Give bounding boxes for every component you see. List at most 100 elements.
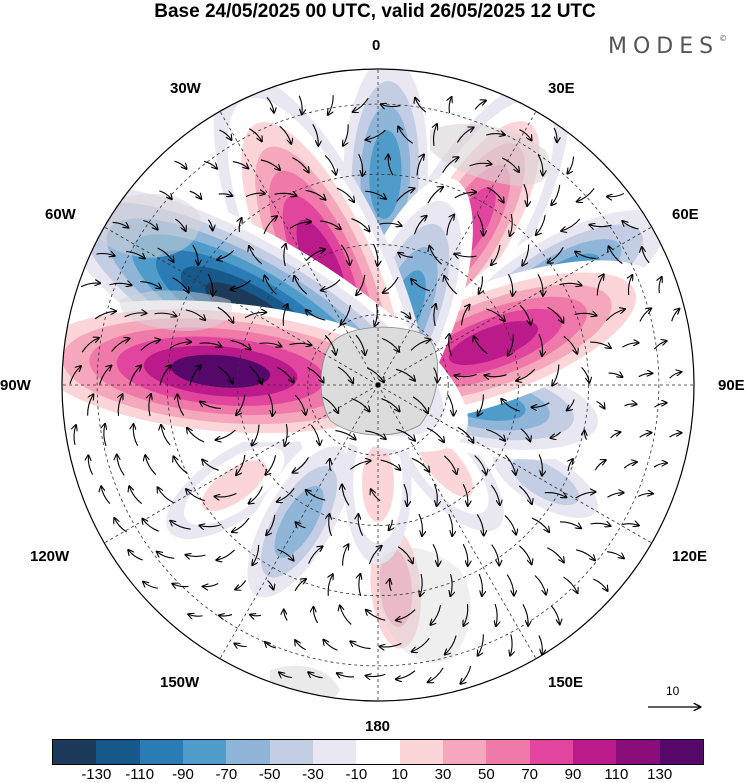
wind-arrow bbox=[460, 666, 472, 684]
wind-arrow bbox=[381, 104, 401, 106]
wind-arrow bbox=[478, 634, 484, 655]
wind-arrow bbox=[375, 303, 378, 326]
wind-arrow bbox=[510, 634, 512, 655]
wind-arrow bbox=[457, 426, 474, 442]
wind-arrow bbox=[389, 579, 391, 592]
wind-arrow bbox=[455, 254, 477, 257]
wind-arrow bbox=[215, 492, 237, 496]
lon-label-30e: 30E bbox=[548, 80, 575, 97]
wind-arrow bbox=[596, 274, 603, 296]
wind-arrow bbox=[249, 128, 261, 142]
wind-arrow bbox=[538, 333, 543, 356]
wind-arrow bbox=[306, 310, 326, 321]
wind-arrow bbox=[523, 183, 528, 206]
wind-arrow bbox=[412, 638, 430, 651]
wind-arrow bbox=[590, 341, 611, 348]
colorbar-swatch bbox=[442, 740, 487, 764]
meridian-line bbox=[104, 384, 379, 544]
colorbar-tick-label: 130 bbox=[647, 766, 673, 783]
wind-arrow bbox=[594, 460, 605, 471]
brand-name: MODES bbox=[608, 34, 720, 59]
wind-arrow bbox=[411, 457, 429, 471]
wind-arrow bbox=[639, 308, 651, 322]
wind-arrow bbox=[143, 582, 158, 589]
colorbar-swatch bbox=[529, 740, 573, 764]
wind-arrow bbox=[81, 338, 99, 353]
wind-arrow bbox=[157, 247, 174, 262]
wind-arrow bbox=[324, 640, 338, 651]
wind-arrow bbox=[576, 549, 595, 560]
wind-arrow bbox=[359, 574, 361, 597]
wind-arrow bbox=[99, 366, 112, 385]
wind-arrow bbox=[340, 244, 350, 265]
wind-arrow bbox=[400, 311, 411, 319]
wind-arrow bbox=[245, 193, 265, 197]
wind-arrow bbox=[454, 192, 476, 199]
wind-arrow bbox=[446, 215, 454, 236]
wind-arrow bbox=[80, 283, 100, 288]
wind-arrow bbox=[235, 580, 247, 589]
wind-arrow bbox=[430, 605, 442, 625]
wind-arrow bbox=[172, 277, 188, 293]
lon-label-60w: 60W bbox=[45, 206, 76, 223]
wind-arrow bbox=[329, 459, 331, 472]
wind-arrow bbox=[203, 160, 217, 168]
wind-arrow bbox=[538, 635, 542, 655]
wind-arrow bbox=[312, 124, 318, 145]
wind-arrow bbox=[504, 454, 515, 474]
wind-arrow bbox=[669, 372, 682, 379]
wind-arrow bbox=[274, 193, 297, 195]
wind-arrow bbox=[383, 276, 399, 293]
wind-arrow bbox=[550, 431, 561, 438]
wind-arrow bbox=[365, 190, 386, 199]
wind-arrow bbox=[343, 124, 349, 145]
wind-arrow bbox=[111, 339, 130, 352]
wind-arrow bbox=[381, 337, 399, 351]
wind-arrow bbox=[199, 343, 222, 347]
wind-arrow bbox=[250, 615, 261, 616]
wind-arrow bbox=[320, 220, 340, 229]
wind-arrow bbox=[306, 490, 326, 501]
wind-arrow bbox=[294, 579, 306, 592]
wind-arrow bbox=[415, 98, 427, 113]
wind-arrow bbox=[232, 161, 248, 169]
wind-arrow bbox=[298, 95, 302, 115]
wind-arrow bbox=[328, 574, 333, 596]
wind-arrow bbox=[353, 97, 369, 112]
meridian-line bbox=[377, 384, 652, 544]
wind-arrow bbox=[366, 610, 386, 621]
wind-arrow bbox=[170, 521, 191, 530]
wind-arrow bbox=[265, 642, 277, 649]
wind-arrow bbox=[412, 396, 428, 413]
wind-arrow bbox=[313, 607, 319, 624]
meridian-line bbox=[377, 226, 652, 386]
wind-arrow bbox=[622, 343, 638, 348]
wind-arrow bbox=[389, 519, 393, 530]
colorbar-tick-label: -90 bbox=[172, 766, 194, 783]
wind-arrow bbox=[355, 334, 365, 355]
map-boundary bbox=[61, 68, 695, 702]
wind-arrow bbox=[157, 552, 175, 559]
wind-arrow bbox=[109, 283, 132, 285]
chart-title: Base 24/05/2025 00 UTC, valid 26/05/2025… bbox=[154, 1, 596, 22]
wind-arrow bbox=[396, 609, 416, 621]
wind-arrow bbox=[356, 274, 366, 295]
wind-arrow bbox=[537, 154, 543, 176]
wind-arrow bbox=[358, 153, 363, 176]
colorbar-swatch bbox=[616, 740, 660, 764]
wind-arrow bbox=[628, 275, 632, 296]
wind-arrow bbox=[449, 334, 453, 357]
wind-arrow bbox=[487, 187, 503, 202]
anomaly-band bbox=[379, 548, 413, 627]
wind-arrow bbox=[126, 251, 145, 259]
colorbar-swatch bbox=[139, 740, 183, 764]
wind-arrow bbox=[284, 610, 288, 621]
wind-arrow bbox=[413, 216, 426, 235]
wind-arrow bbox=[189, 190, 201, 199]
wind-arrow bbox=[486, 134, 505, 135]
wind-arrow bbox=[477, 214, 484, 235]
wind-arrow bbox=[654, 403, 667, 408]
wind-arrow bbox=[379, 223, 402, 226]
wind-arrow bbox=[639, 433, 652, 438]
